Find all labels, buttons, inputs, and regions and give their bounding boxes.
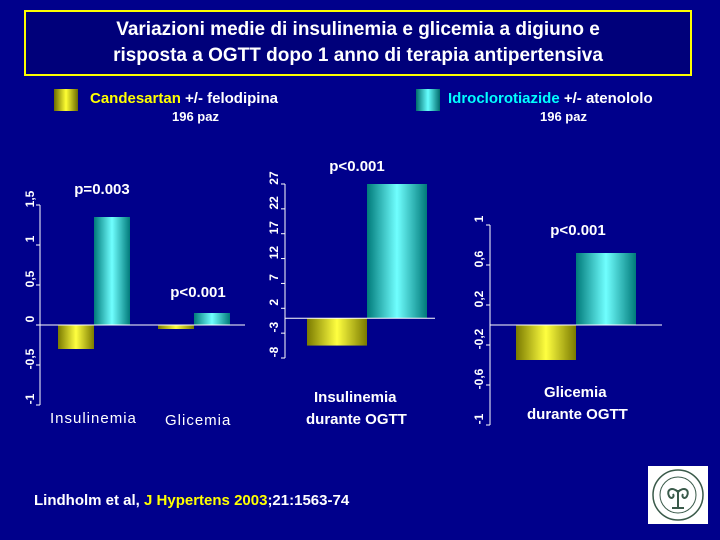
y-tick-label: -0,2 (472, 328, 486, 349)
y-tick-label: -1 (472, 413, 486, 424)
bar-candesartan-0 (307, 318, 367, 346)
chart2-label-line-2: durante OGTT (306, 411, 407, 428)
y-tick-label: -8 (267, 346, 281, 357)
legend-drug-idroclorotiazide: Idroclorotiazide (448, 90, 560, 107)
legend-rest-idroclorotiazide: +/- atenololo (559, 90, 653, 107)
y-tick-label: 0 (23, 315, 37, 322)
slide-title-line-2: risposta a OGTT dopo 1 anno di terapia a… (113, 45, 603, 66)
y-tick-label: -0,5 (23, 348, 37, 369)
y-tick-label: -1 (23, 393, 37, 404)
legend-swatch-idroclorotiazide (416, 89, 440, 111)
p-value-label: p<0.001 (329, 158, 384, 175)
citation-authors: Lindholm et al, (34, 492, 145, 509)
bar-idroclorotiazide-0 (576, 253, 636, 325)
y-tick-label: -3 (267, 321, 281, 332)
legend-sub-candesartan: 196 paz (172, 109, 219, 124)
legend-rest-candesartan: +/- felodipina (180, 90, 278, 107)
legend-item-idroclorotiazide: Idroclorotiazide +/- atenololo (448, 90, 653, 107)
y-tick-label: 12 (267, 246, 281, 260)
legend-sub-idroclorotiazide: 196 paz (540, 109, 587, 124)
p-value-label: p<0.001 (170, 284, 225, 301)
y-tick-label: 0,2 (472, 290, 486, 307)
y-tick-label: 1 (23, 235, 37, 242)
citation-journal: J Hypertens (144, 492, 230, 509)
slide-title-box: Variazioni medie di insulinemia e glicem… (24, 10, 692, 76)
chart2-label-line-1: Insulinemia (314, 389, 397, 406)
y-tick-label: 1,5 (23, 190, 37, 207)
legend-swatch-candesartan (54, 89, 78, 111)
y-tick-label: 17 (267, 221, 281, 235)
slide-title-line-1: Variazioni medie di insulinemia e glicem… (116, 19, 600, 40)
legend-drug-candesartan: Candesartan (90, 90, 181, 107)
chart3-label-line-2: durante OGTT (527, 406, 628, 423)
bar-idroclorotiazide-0 (367, 184, 427, 319)
bar-candesartan-0 (516, 325, 576, 360)
bar-idroclorotiazide-0 (94, 217, 130, 325)
y-tick-label: 0,6 (472, 250, 486, 267)
chart1-category-label-glicemia: Glicemia (165, 412, 232, 429)
legend-item-candesartan: Candesartan +/- felodipina (90, 90, 278, 107)
chart1-category-label-insulinemia: Insulinemia (50, 410, 137, 427)
y-tick-label: 0,5 (23, 270, 37, 287)
chart3-label-line-1: Glicemia (544, 384, 607, 401)
bar-candesartan-1 (158, 325, 194, 329)
y-tick-label: 2 (267, 299, 281, 306)
y-tick-label: -0,6 (472, 368, 486, 389)
bar-candesartan-0 (58, 325, 94, 349)
p-value-label: p=0.003 (74, 181, 129, 198)
y-tick-label: 7 (267, 274, 281, 281)
university-seal-logo (648, 466, 708, 524)
y-tick-label: 1 (472, 215, 486, 222)
y-tick-label: 22 (267, 196, 281, 210)
bar-idroclorotiazide-1 (194, 313, 230, 325)
citation-year: 2003 (234, 492, 268, 509)
citation: Lindholm et al, J Hypertens 2003;21:1563… (34, 492, 349, 509)
citation-rest: ;21:1563-74 (267, 492, 350, 509)
y-tick-label: 27 (267, 171, 281, 185)
p-value-label: p<0.001 (550, 222, 605, 239)
